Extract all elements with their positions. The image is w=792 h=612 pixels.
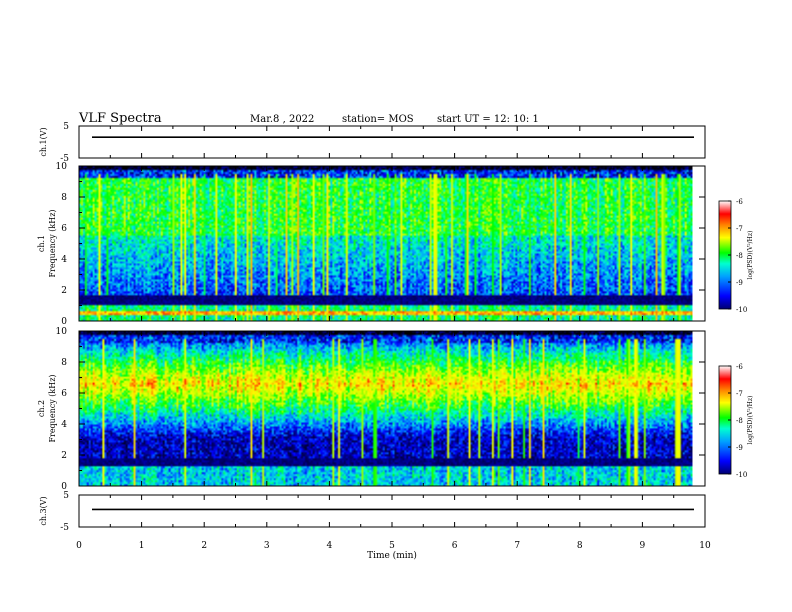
x-tick-label: 6 <box>452 541 458 551</box>
y-tick-label: 4 <box>61 420 67 430</box>
x-axis-label: Time (min) <box>367 550 417 561</box>
colorbar-tick-label: -10 <box>736 306 747 314</box>
y-axis-label: ch.1(V) <box>39 127 48 156</box>
y-tick-label: 10 <box>56 327 68 337</box>
colorbar-tick-label: -10 <box>736 471 747 479</box>
colorbar-label: log(PSD)(V²/Hz) <box>747 396 754 445</box>
x-tick-label: 10 <box>699 541 711 551</box>
colorbar-label: log(PSD)(V²/Hz) <box>747 231 754 280</box>
y-tick-label: 5 <box>63 122 69 132</box>
colorbar-tick-label: -8 <box>736 252 743 260</box>
x-tick-label: 9 <box>640 541 646 551</box>
colorbar-tick-label: -7 <box>736 225 743 233</box>
y-axis-label: Frequency (kHz) <box>48 209 57 277</box>
spectrogram-ch1 <box>79 166 693 321</box>
y-tick-label: -5 <box>60 154 69 164</box>
spectrogram-ch2 <box>79 331 693 486</box>
y-axis-label: ch.1 <box>37 235 46 252</box>
y-axis-label: ch.3(V) <box>39 496 48 525</box>
colorbar-tick-label: -8 <box>736 417 743 425</box>
y-tick-label: 8 <box>61 358 67 368</box>
x-tick-label: 7 <box>514 541 520 551</box>
y-tick-label: 0 <box>61 482 67 492</box>
x-tick-label: 5 <box>389 541 395 551</box>
y-tick-label: 4 <box>61 255 67 265</box>
colorbar-tick-label: -7 <box>736 390 743 398</box>
y-axis-label: Frequency (kHz) <box>48 374 57 442</box>
chart-title: VLF Spectra <box>79 111 162 126</box>
y-tick-label: 6 <box>61 224 67 234</box>
x-tick-label: 0 <box>76 541 82 551</box>
y-tick-label: -5 <box>60 523 69 533</box>
y-tick-label: 5 <box>63 491 69 501</box>
y-tick-label: 2 <box>61 286 67 296</box>
y-tick-label: 10 <box>56 162 68 172</box>
colorbar-tick-label: -9 <box>736 444 743 452</box>
colorbar-tick-label: -6 <box>736 363 743 371</box>
x-tick-label: 3 <box>264 541 270 551</box>
x-tick-label: 8 <box>577 541 583 551</box>
date-label: Mar.8 , 2022 <box>250 114 315 125</box>
colorbar-tick-label: -9 <box>736 279 743 287</box>
x-tick-label: 1 <box>139 541 145 551</box>
y-tick-label: 2 <box>61 451 67 461</box>
x-tick-label: 2 <box>201 541 207 551</box>
y-tick-label: 8 <box>61 193 67 203</box>
start-ut-label: start UT = 12: 10: 1 <box>437 114 539 125</box>
y-tick-label: 6 <box>61 389 67 399</box>
colorbar-tick-label: -6 <box>736 198 743 206</box>
y-axis-label: ch.2 <box>37 400 46 417</box>
x-tick-label: 4 <box>327 541 333 551</box>
station-label: station= MOS <box>342 114 414 125</box>
y-tick-label: 0 <box>61 317 67 327</box>
